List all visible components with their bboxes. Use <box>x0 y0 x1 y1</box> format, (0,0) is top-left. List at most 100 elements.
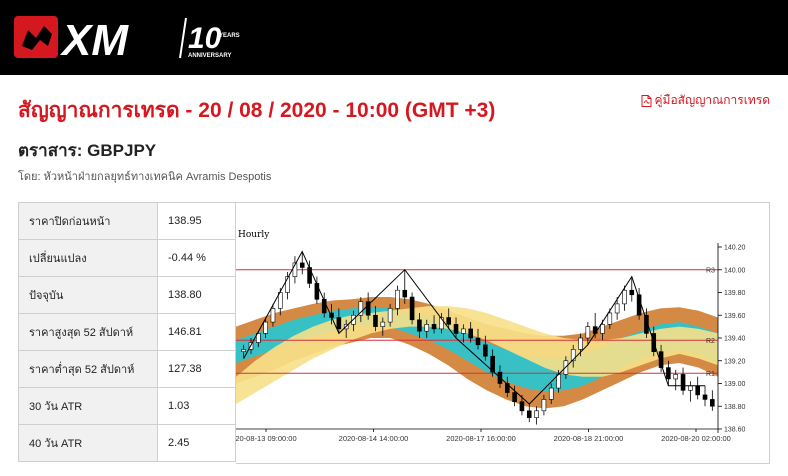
candle-body <box>439 317 444 330</box>
candle-body <box>417 319 422 332</box>
candle-body <box>570 349 576 362</box>
candle-body <box>614 303 620 314</box>
y-tick-label: 138.60 <box>724 427 746 434</box>
candle-body <box>644 314 649 334</box>
y-tick-label: 139.60 <box>724 313 746 320</box>
chart-period-label: Hourly <box>238 230 270 240</box>
candle-body <box>673 374 679 380</box>
candle-body <box>607 312 613 325</box>
y-tick-label: 139.20 <box>724 358 746 365</box>
candle-body <box>622 289 627 305</box>
candle-body <box>358 301 364 316</box>
stat-value: 1.03 <box>157 387 236 425</box>
table-row: 30 วัน ATR 1.03 <box>18 387 236 425</box>
candle-body <box>299 262 305 268</box>
instrument-title: ตราสาร: GBPJPY <box>18 141 157 160</box>
candle-body <box>592 326 598 334</box>
zigzag-line <box>243 250 705 405</box>
stat-label: เปลี่ยนแปลง <box>18 239 158 277</box>
author-byline: โดย: หัวหน้าฝ่ายกลยุทธ์ทางเทคนิค Avramis… <box>18 171 272 183</box>
xm-logo[interactable]: XM 10 YEARS ANNIVERSARY <box>14 12 244 62</box>
table-row: ปัจจุบัน 138.80 <box>18 276 236 314</box>
candle-body <box>578 337 583 350</box>
candle-body <box>658 351 664 368</box>
chart-svg: R3 R2 R1 140.20 140.00 139.80 139.60 139.40 139.… <box>236 243 746 443</box>
y-tick-label: 139.80 <box>724 290 746 297</box>
candle-body <box>453 324 459 334</box>
y-tick-label: 140.00 <box>724 267 746 274</box>
price-stats-table: ราคาปิดก่อนหน้า 138.95 เปลี่ยนแปลง -0.44 %… <box>18 202 236 462</box>
candle-body <box>541 399 547 412</box>
candle-body <box>256 333 261 343</box>
candle-body <box>475 337 481 346</box>
stat-label: ปัจจุบัน <box>18 276 158 314</box>
x-tick-label: 20-08-13 09:00:00 <box>236 434 297 443</box>
candle-body <box>285 276 290 293</box>
candle-body <box>387 308 393 323</box>
candle-body <box>241 349 246 352</box>
candle-body <box>702 394 708 400</box>
table-row: ราคาสูงสุด 52 สัปดาห์ 146.81 <box>18 313 236 351</box>
candle-body <box>263 321 268 334</box>
candle-body <box>504 383 510 393</box>
stat-label: ราคาปิดก่อนหน้า <box>18 202 158 240</box>
candle-body <box>680 374 686 391</box>
stat-label: 30 วัน ATR <box>18 387 158 425</box>
x-tick-label: 2020-08-18 21:00:00 <box>554 434 624 443</box>
candle-body <box>710 399 715 407</box>
level-label-r2: R2 <box>706 338 715 345</box>
candle-body <box>666 367 671 380</box>
stat-label: ราคาสูงสุด 52 สัปดาห์ <box>18 313 158 351</box>
stat-label: 40 วัน ATR <box>18 424 158 462</box>
candle-body <box>695 385 700 396</box>
stat-value: -0.44 % <box>157 239 236 277</box>
candle-body <box>409 296 415 321</box>
candle-body <box>365 301 371 316</box>
candle-body <box>424 324 430 332</box>
y-tick-label: 139.00 <box>724 381 746 388</box>
band-light <box>236 306 718 404</box>
candle-body <box>688 385 693 391</box>
pdf-icon <box>641 94 651 107</box>
candle-body <box>446 317 452 325</box>
candle-body <box>534 410 539 418</box>
candle-body <box>483 344 488 357</box>
x-tick-label: 2020-08-20 02:00:00 <box>661 434 731 443</box>
level-label-r3: R3 <box>706 267 715 274</box>
guide-link-label[interactable]: คู่มือสัญญาณการเทรด <box>654 93 771 107</box>
stat-value: 2.45 <box>157 424 236 462</box>
x-tick-label: 2020-08-17 16:00:00 <box>446 434 516 443</box>
candle-body <box>373 314 378 327</box>
candle-body <box>292 262 298 277</box>
page-title: สัญญาณการเทรด - 20 / 08 / 2020 - 10:00 (… <box>18 99 496 122</box>
candle-body <box>512 392 517 403</box>
stat-label: ราคาต่ำสุด 52 สัปดาห์ <box>18 350 158 388</box>
candle-body <box>629 289 635 296</box>
table-row: ราคาต่ำสุด 52 สัปดาห์ 127.38 <box>18 350 236 388</box>
y-tick-label: 140.20 <box>724 245 746 252</box>
candle-body <box>461 328 466 334</box>
site-header: XM 10 YEARS ANNIVERSARY <box>0 0 788 75</box>
level-label-r1: R1 <box>706 371 715 378</box>
stat-value: 127.38 <box>157 350 236 388</box>
candle-body <box>548 387 554 400</box>
y-tick-label: 138.80 <box>724 404 746 411</box>
table-row: 40 วัน ATR 2.45 <box>18 424 236 462</box>
y-tick-label: 139.40 <box>724 336 746 343</box>
anniversary-number: 10 <box>188 22 222 55</box>
candle-body <box>431 324 437 330</box>
trading-signals-guide-link[interactable]: คู่มือสัญญาณการเทรด <box>641 91 771 110</box>
anniversary-years: YEARS <box>219 33 240 39</box>
candle-body <box>314 283 320 300</box>
price-chart: R3 R2 R1 140.20 140.00 139.80 139.60 139.40 139.… <box>236 202 770 464</box>
candle-body <box>468 328 473 339</box>
table-row: ราคาปิดก่อนหน้า 138.95 <box>18 202 236 240</box>
candle-body <box>380 321 386 327</box>
candle-body <box>585 326 591 339</box>
candle-body <box>270 308 276 323</box>
candle-body <box>402 289 408 298</box>
stat-value: 146.81 <box>157 313 236 351</box>
stat-value: 138.95 <box>157 202 236 240</box>
candle-body <box>519 401 525 412</box>
x-tick-label: 2020-08-14 14:00:00 <box>339 434 409 443</box>
